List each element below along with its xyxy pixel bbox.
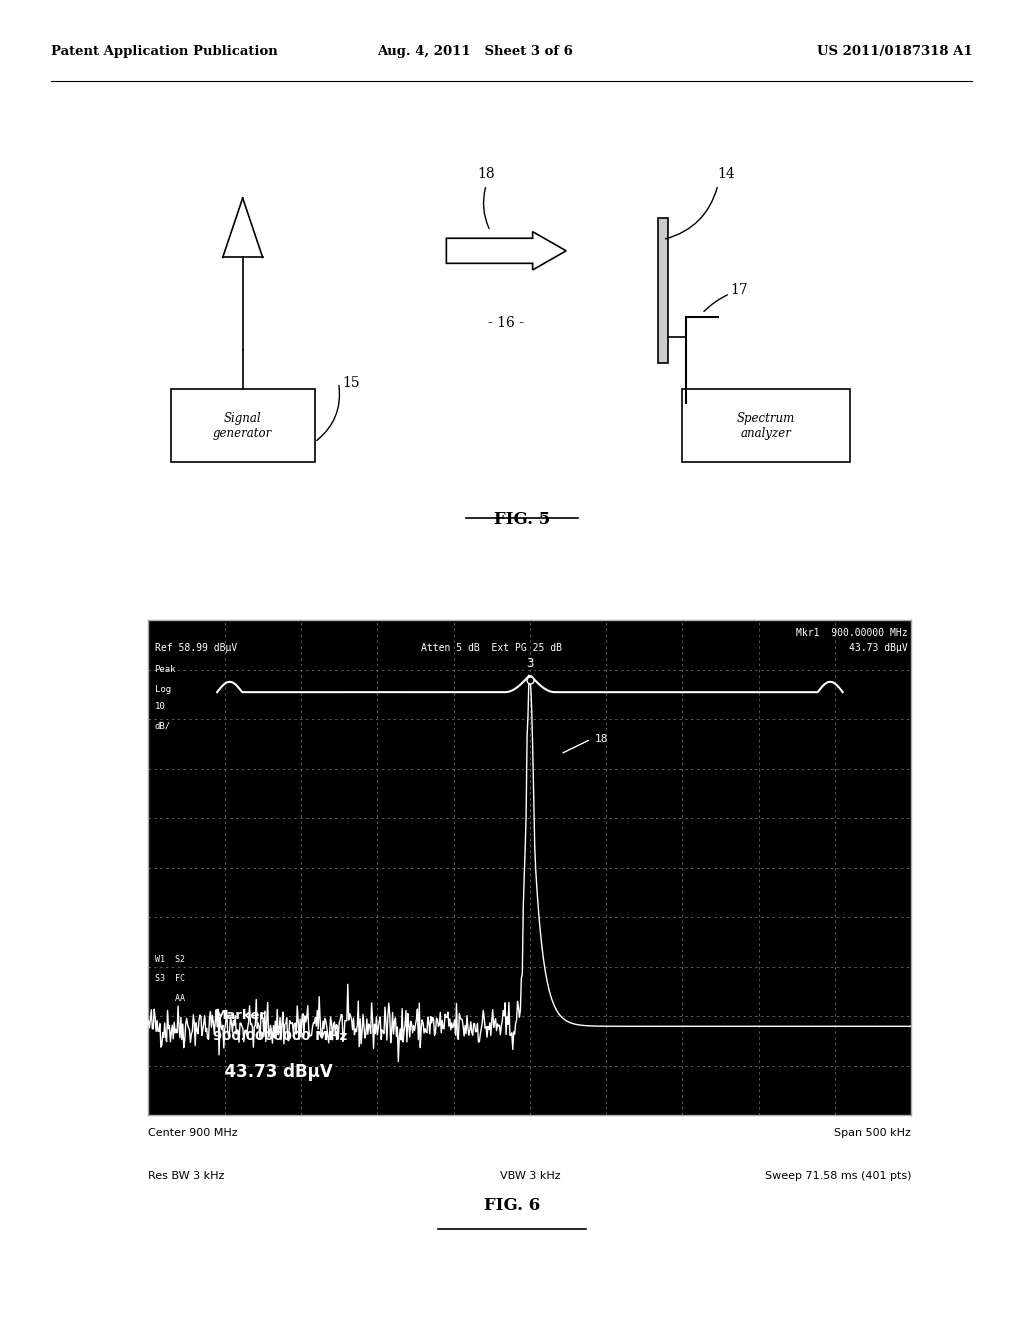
Text: 14: 14 [717, 168, 735, 181]
Text: Signal
generator: Signal generator [213, 412, 272, 440]
Text: Span 500 kHz: Span 500 kHz [835, 1129, 911, 1138]
FancyArrowPatch shape [666, 187, 717, 239]
Text: AA: AA [155, 994, 184, 1003]
Text: S3  FC: S3 FC [155, 974, 184, 983]
Text: Sweep 71.58 ms (401 pts): Sweep 71.58 ms (401 pts) [765, 1171, 911, 1181]
Text: 10: 10 [155, 702, 165, 711]
Text: Aug. 4, 2011   Sheet 3 of 6: Aug. 4, 2011 Sheet 3 of 6 [377, 45, 573, 58]
Bar [171, 389, 314, 462]
Text: Peak: Peak [155, 665, 176, 675]
Text: Ref 58.99 dBμV: Ref 58.99 dBμV [155, 643, 237, 652]
Text: Mkr1  900.00000 MHz: Mkr1 900.00000 MHz [796, 628, 907, 638]
Text: Center 900 MHz: Center 900 MHz [148, 1129, 239, 1138]
Bar [682, 389, 850, 462]
Text: Spectrum
analyzer: Spectrum analyzer [736, 412, 795, 440]
FancyArrowPatch shape [316, 385, 340, 441]
Bar [658, 218, 668, 363]
FancyArrowPatch shape [703, 294, 727, 312]
Text: 17: 17 [730, 284, 748, 297]
Text: Marker: Marker [213, 1008, 266, 1022]
Text: 18: 18 [595, 734, 608, 744]
Text: 43.73 dBμV: 43.73 dBμV [849, 643, 907, 652]
FancyArrow shape [446, 232, 566, 271]
Text: 3: 3 [526, 657, 534, 671]
Text: 18: 18 [477, 168, 496, 181]
Text: 15: 15 [342, 376, 360, 389]
Text: VBW 3 kHz: VBW 3 kHz [500, 1171, 560, 1181]
Text: US 2011/0187318 A1: US 2011/0187318 A1 [817, 45, 973, 58]
FancyArrowPatch shape [483, 187, 489, 228]
Text: 900.0000000 MHz: 900.0000000 MHz [213, 1030, 347, 1043]
Text: - 16 -: - 16 - [488, 317, 524, 330]
Text: FIG. 6: FIG. 6 [484, 1197, 540, 1213]
Text: W1  S2: W1 S2 [155, 954, 184, 964]
Text: 43.73 dBμV: 43.73 dBμV [213, 1064, 333, 1081]
Text: dB/: dB/ [155, 722, 171, 731]
Text: Res BW 3 kHz: Res BW 3 kHz [148, 1171, 225, 1181]
Text: Patent Application Publication: Patent Application Publication [51, 45, 278, 58]
Text: FIG. 5: FIG. 5 [495, 511, 550, 528]
Text: Atten 5 dB  Ext PG 25 dB: Atten 5 dB Ext PG 25 dB [421, 643, 562, 652]
Text: Log: Log [155, 685, 171, 694]
